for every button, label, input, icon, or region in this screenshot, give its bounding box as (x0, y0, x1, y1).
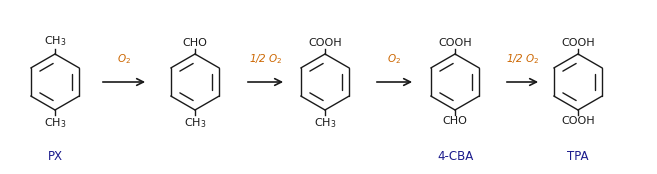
Text: TPA: TPA (567, 149, 589, 163)
Text: O$_2$: O$_2$ (388, 52, 401, 66)
Text: PX: PX (47, 149, 62, 163)
Text: 1/2 O$_2$: 1/2 O$_2$ (506, 52, 539, 66)
Text: CH$_3$: CH$_3$ (314, 116, 336, 130)
Text: CHO: CHO (183, 38, 208, 48)
Text: COOH: COOH (438, 38, 472, 48)
Text: CH$_3$: CH$_3$ (44, 34, 66, 48)
Text: CH$_3$: CH$_3$ (184, 116, 206, 130)
Text: COOH: COOH (561, 116, 595, 126)
Text: COOH: COOH (561, 38, 595, 48)
Text: O$_2$: O$_2$ (117, 52, 131, 66)
Text: 4-CBA: 4-CBA (437, 149, 473, 163)
Text: CH$_3$: CH$_3$ (44, 116, 66, 130)
Text: CHO: CHO (443, 116, 467, 126)
Text: COOH: COOH (308, 38, 342, 48)
Text: 1/2 O$_2$: 1/2 O$_2$ (248, 52, 283, 66)
